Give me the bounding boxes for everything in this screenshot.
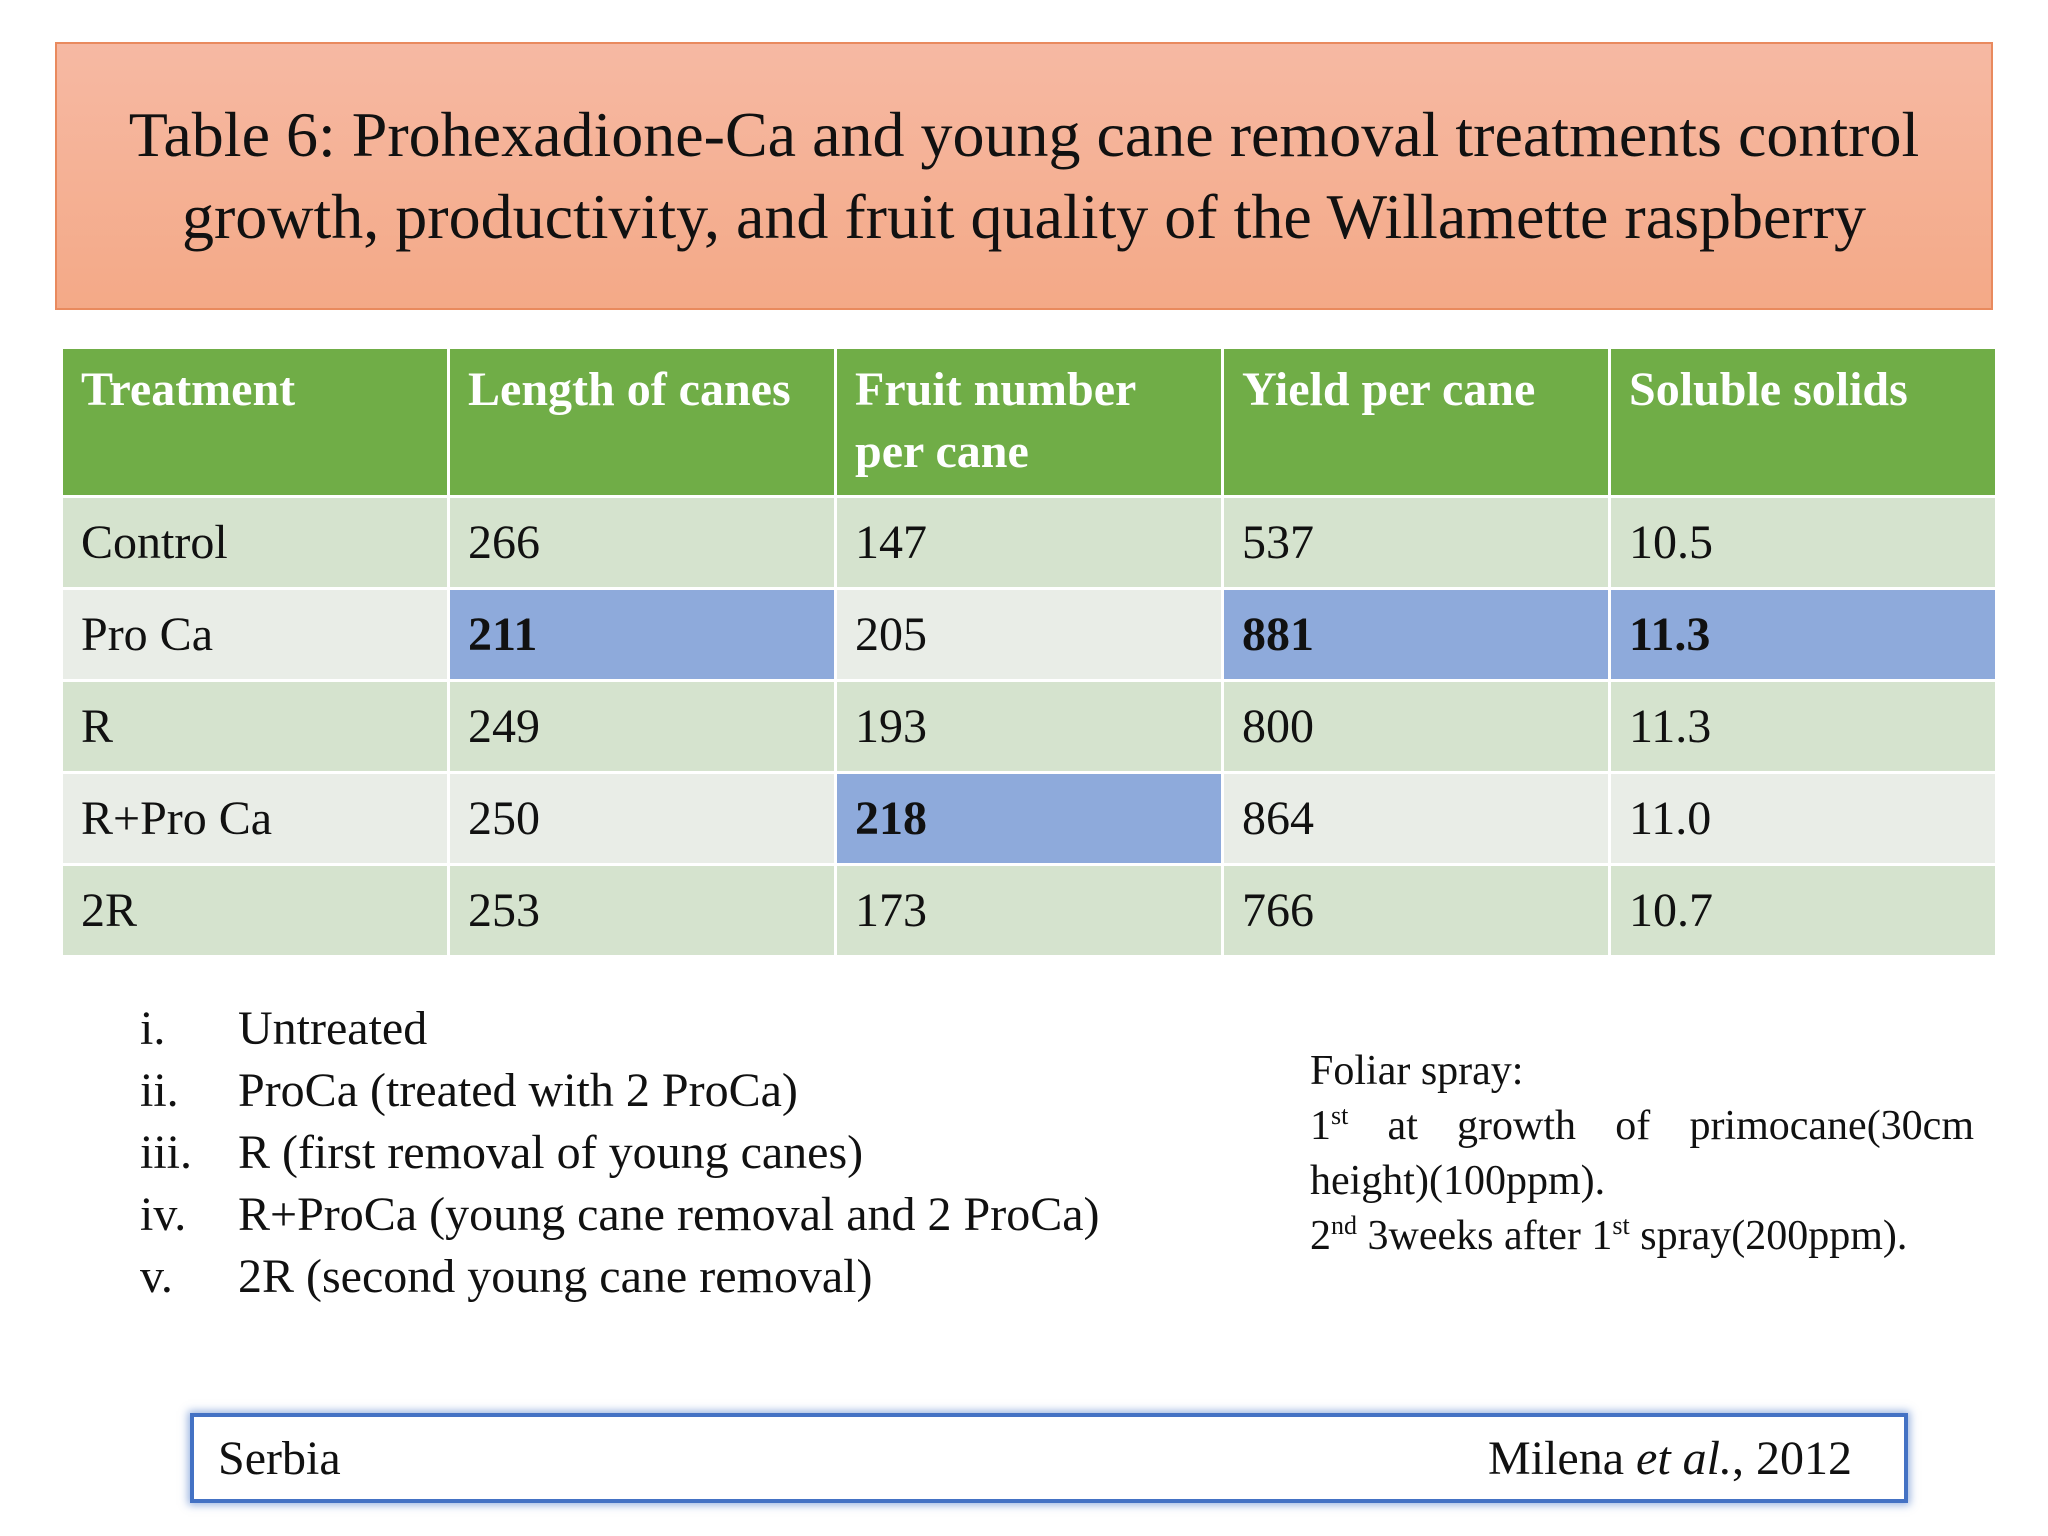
table-cell: 249 [450,682,834,771]
slide-title: Table 6: Prohexadione-Ca and young cane … [128,99,1920,252]
foliar-heading: Foliar spray: [1310,1048,1524,1094]
foliar-second-text: 3weeks after 1 [1357,1213,1613,1259]
list-item: i. Untreated [140,998,1100,1060]
table-cell: 266 [450,498,834,587]
table-cell-highlighted: 218 [837,774,1221,863]
citation-year: , 2012 [1732,1431,1852,1485]
table-cell: 10.7 [1611,866,1995,955]
list-text: Untreated [238,1002,428,1055]
treatment-notes-list: i. Untreated ii. ProCa (treated with 2 Pro… [140,998,1100,1308]
list-number: iv. [140,1188,187,1241]
table-cell: 11.0 [1611,774,1995,863]
foliar-first-text: at growth of primocane(30cm height)(100p… [1310,1103,1974,1204]
table-cell: 173 [837,866,1221,955]
footer-citation: Milena et al., 2012 [1488,1431,1852,1486]
table-cell: 205 [837,590,1221,679]
table-cell: R [63,682,447,771]
table-row: Control 266 147 537 10.5 [63,498,1995,587]
citation-footer: Serbia Milena et al., 2012 [190,1413,1908,1503]
list-text: 2R (second young cane removal) [238,1250,873,1303]
table-cell: 537 [1224,498,1608,587]
table-cell: R+Pro Ca [63,774,447,863]
table-cell-highlighted: 211 [450,590,834,679]
table-cell: Pro Ca [63,590,447,679]
list-number: iii. [140,1126,193,1179]
list-item: v. 2R (second young cane removal) [140,1246,1100,1308]
list-number: i. [140,1002,166,1055]
foliar-first-spray: 1st at growth of primocane(30cm height)(… [1310,1099,1974,1209]
table-header-row: Treatment Length of canes Fruit number p… [63,349,1995,495]
header-treatment: Treatment [63,349,447,495]
table-cell: 2R [63,866,447,955]
ordinal-suffix: nd [1331,1211,1357,1240]
table-cell: 800 [1224,682,1608,771]
list-text: ProCa (treated with 2 ProCa) [238,1064,798,1117]
table-cell: 147 [837,498,1221,587]
table-cell-highlighted: 881 [1224,590,1608,679]
table-row: R+Pro Ca 250 218 864 11.0 [63,774,1995,863]
results-table: Treatment Length of canes Fruit number p… [60,346,1998,958]
table-cell: 250 [450,774,834,863]
table-row: Pro Ca 211 205 881 11.3 [63,590,1995,679]
ordinal-suffix: st [1612,1211,1630,1240]
table-cell: 193 [837,682,1221,771]
ordinal-number: 2 [1310,1213,1331,1259]
ordinal-suffix: st [1331,1101,1349,1130]
header-fruit-number: Fruit number per cane [837,349,1221,495]
header-length-of-canes: Length of canes [450,349,834,495]
footer-location: Serbia [218,1431,341,1485]
table-row: 2R 253 173 766 10.7 [63,866,1995,955]
table-cell: 11.3 [1611,682,1995,771]
table-cell: 253 [450,866,834,955]
list-number: ii. [140,1064,179,1117]
header-soluble-solids: Soluble solids [1611,349,1995,495]
citation-etal: et al. [1636,1431,1732,1485]
header-yield-per-cane: Yield per cane [1224,349,1608,495]
table-cell: Control [63,498,447,587]
foliar-spray-note: Foliar spray: 1st at growth of primocane… [1310,1044,1974,1264]
table-cell: 766 [1224,866,1608,955]
list-item: ii. ProCa (treated with 2 ProCa) [140,1060,1100,1122]
ordinal-number: 1 [1310,1103,1331,1149]
citation-author: Milena [1488,1431,1625,1485]
table-cell: 864 [1224,774,1608,863]
foliar-second-text-end: spray(200ppm). [1629,1213,1908,1259]
list-text: R (first removal of young canes) [238,1126,864,1179]
table-row: R 249 193 800 11.3 [63,682,1995,771]
title-banner: Table 6: Prohexadione-Ca and young cane … [55,42,1993,310]
list-item: iv. R+ProCa (young cane removal and 2 Pro… [140,1184,1100,1246]
table-cell-highlighted: 11.3 [1611,590,1995,679]
foliar-second-spray: 2nd 3weeks after 1st spray(200ppm). [1310,1209,1974,1264]
list-item: iii. R (first removal of young canes) [140,1122,1100,1184]
list-text: R+ProCa (young cane removal and 2 ProCa) [238,1188,1100,1241]
table-cell: 10.5 [1611,498,1995,587]
list-number: v. [140,1250,173,1303]
